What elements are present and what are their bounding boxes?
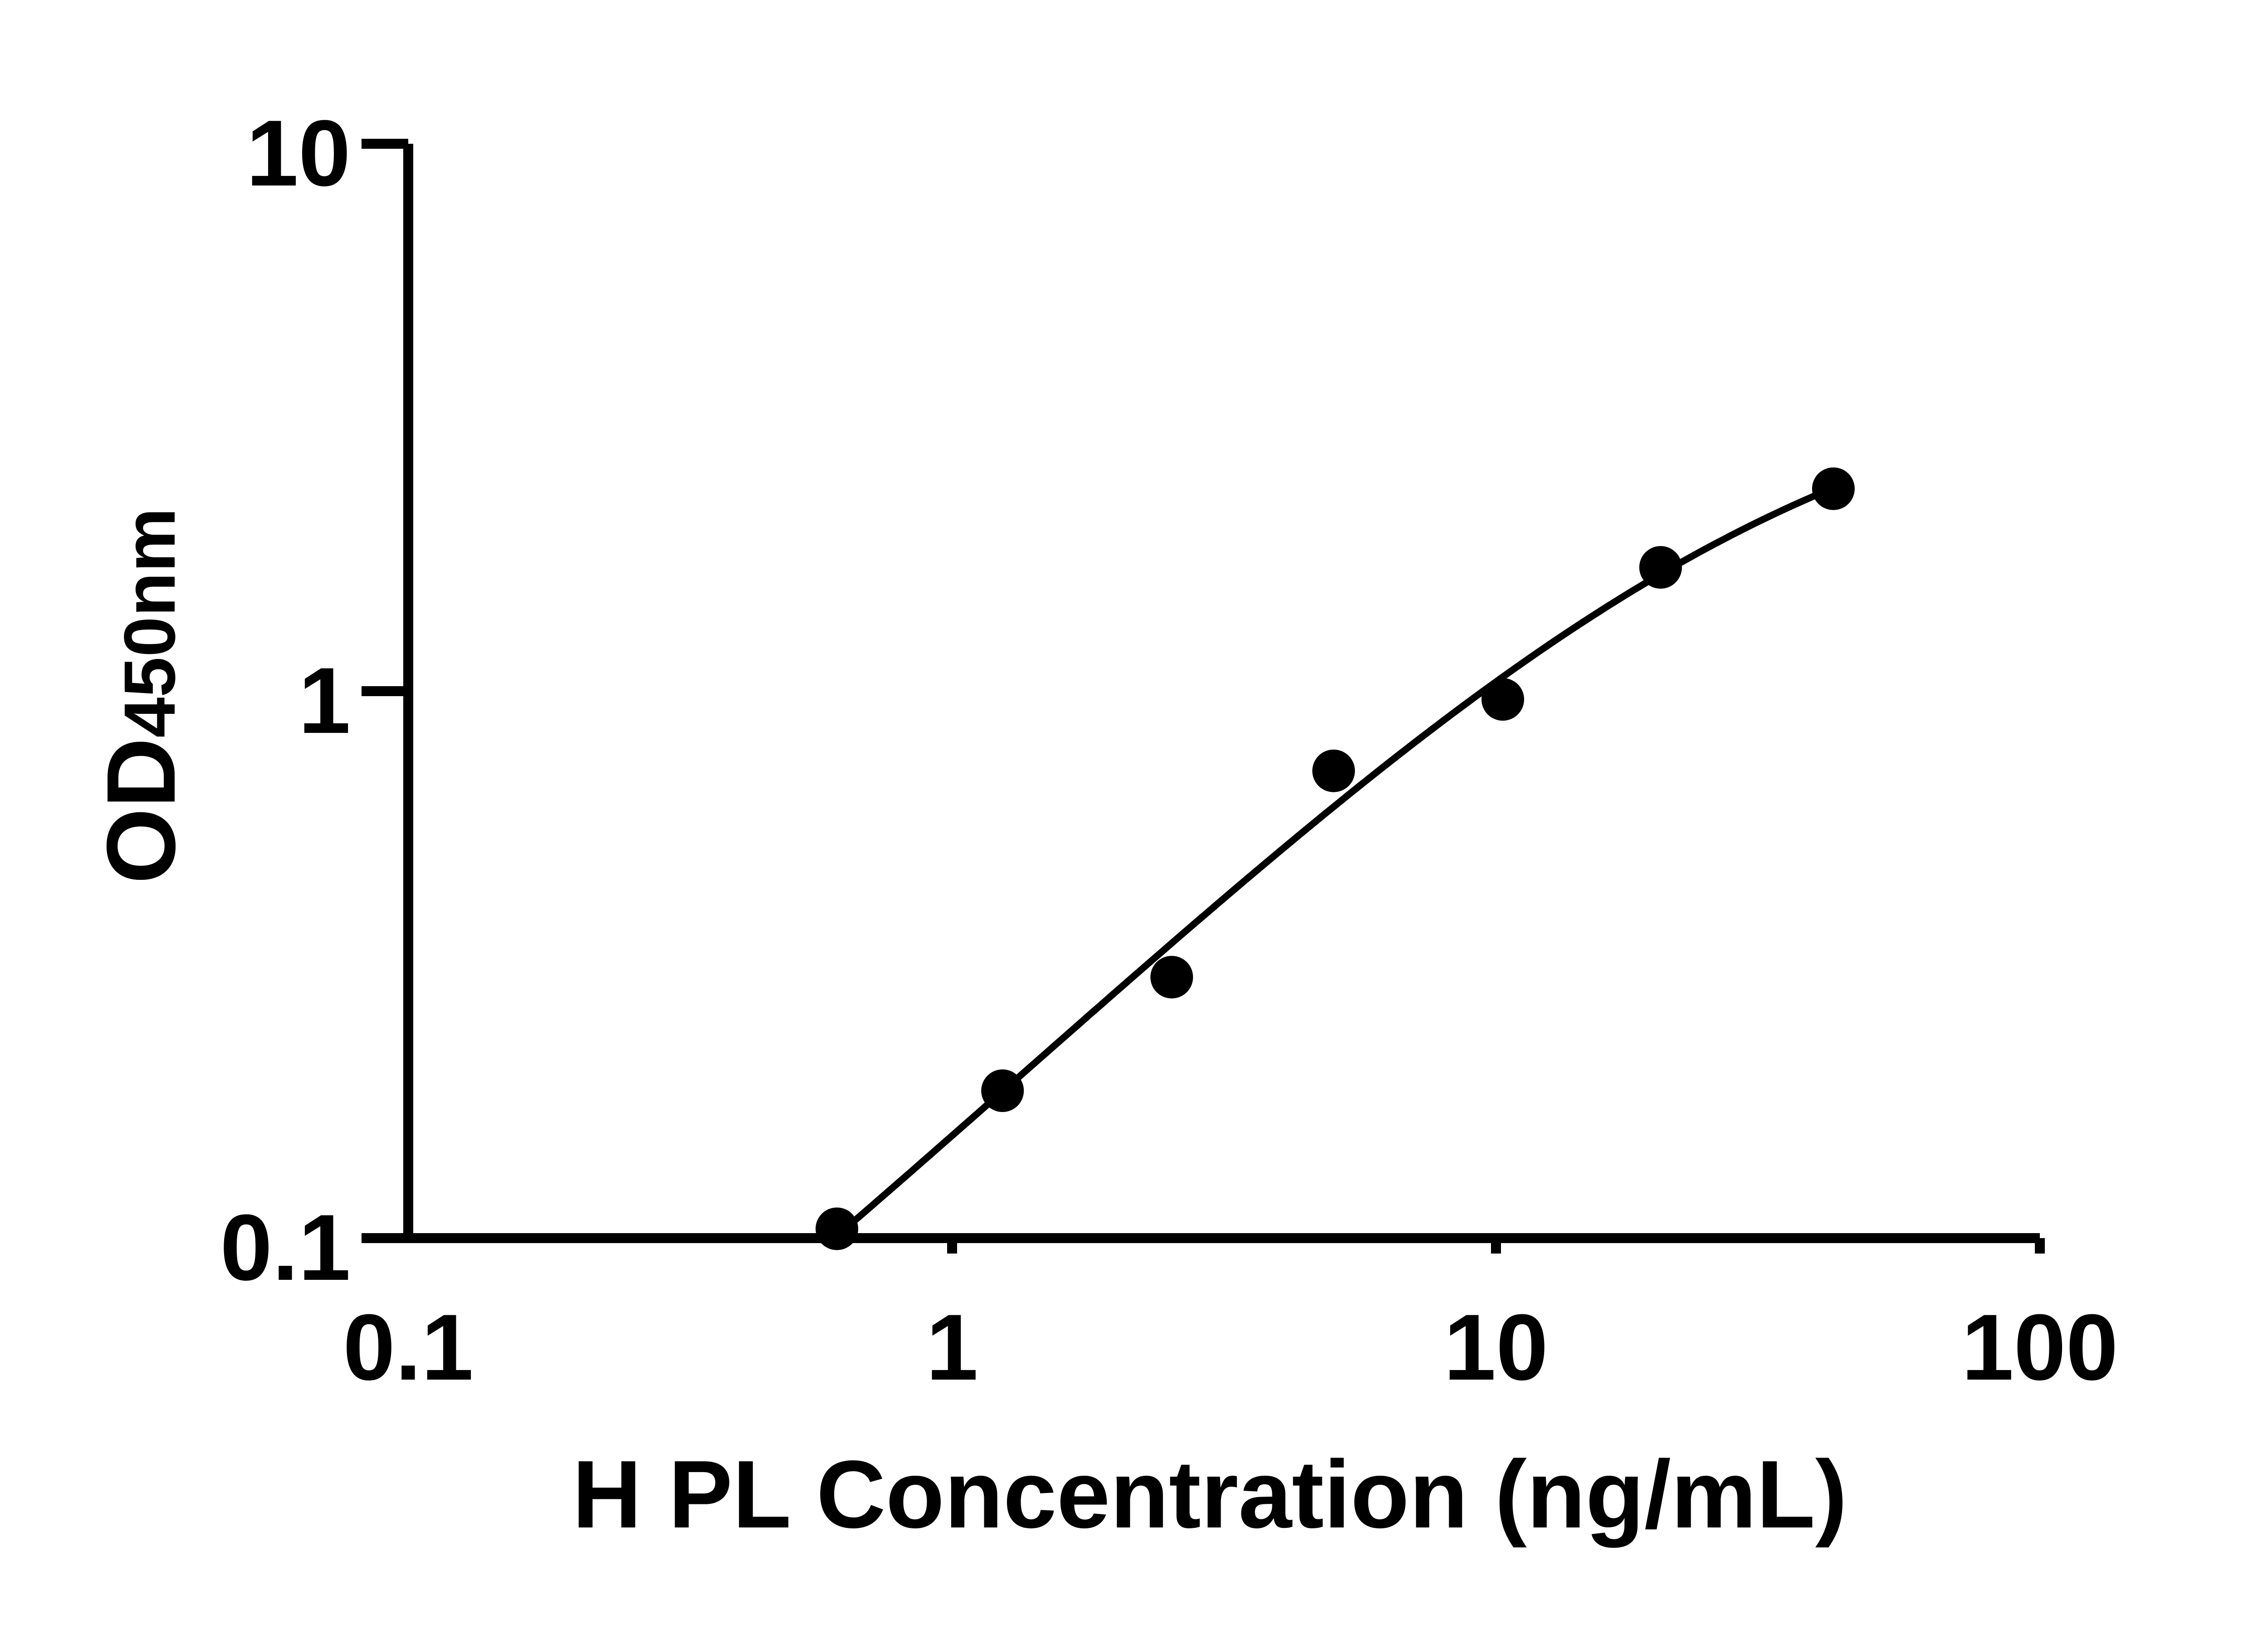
svg-text:1: 1 [926, 1295, 978, 1400]
svg-text:1: 1 [298, 648, 351, 753]
svg-text:10: 10 [246, 101, 351, 205]
svg-text:0.1: 0.1 [343, 1295, 474, 1400]
svg-text:100: 100 [1961, 1295, 2118, 1400]
svg-text:0.1: 0.1 [220, 1195, 351, 1300]
svg-text:H PL Concentration (ng/mL): H PL Concentration (ng/mL) [572, 1440, 1848, 1548]
svg-text:10: 10 [1444, 1295, 1548, 1400]
